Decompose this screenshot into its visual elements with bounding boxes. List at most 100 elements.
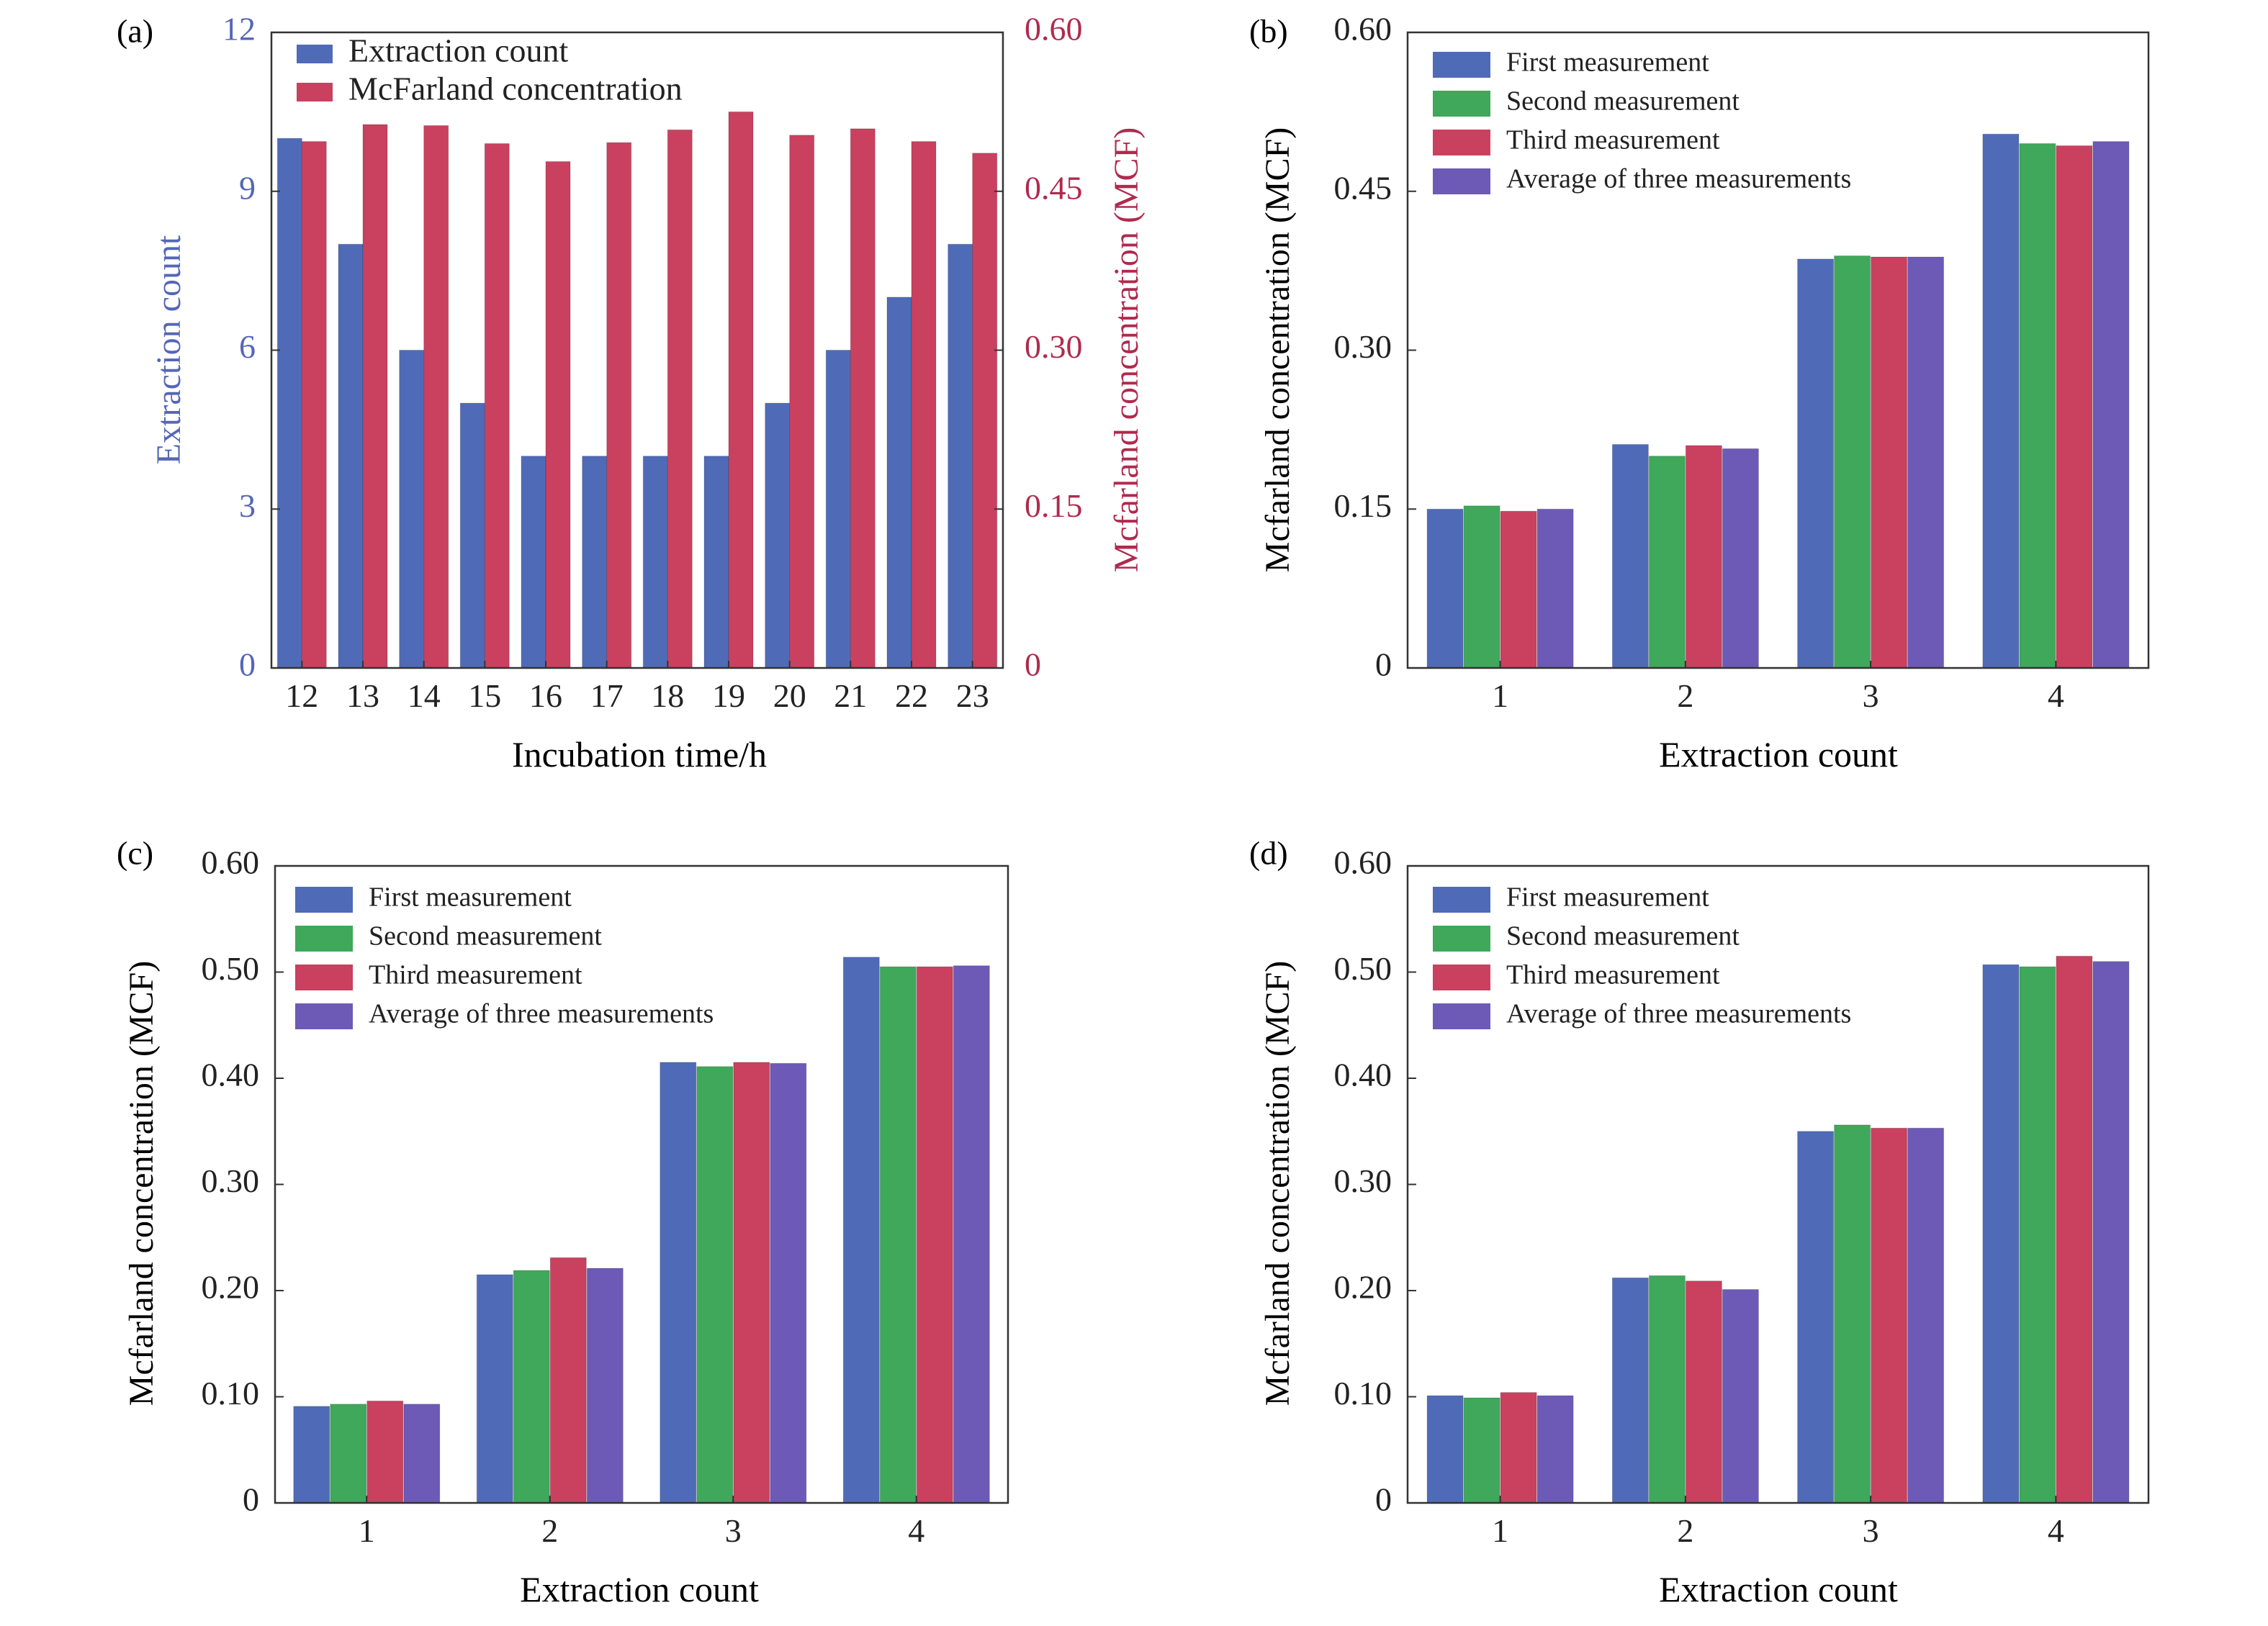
- legend-label: First measurement: [1506, 882, 1709, 913]
- bar: [582, 456, 608, 669]
- y-tick-label: 0.60: [202, 844, 260, 881]
- bar: [362, 124, 388, 669]
- y-tick-label: 9: [239, 169, 256, 206]
- legend-swatch: [1433, 926, 1490, 952]
- bar: [1907, 256, 1945, 669]
- legend-label: First measurement: [1506, 48, 1709, 78]
- x-tick-label: 12: [285, 677, 318, 714]
- y-tick-label: 0.30: [1334, 328, 1392, 365]
- y-tick-label-right: 0.60: [1025, 11, 1083, 48]
- y-tick-label: 0.30: [1334, 1162, 1392, 1199]
- bar: [476, 1274, 513, 1504]
- bar: [1463, 1397, 1500, 1504]
- bar: [586, 1268, 624, 1504]
- panel-a: (a) Extraction count Mcfarland concentra…: [117, 11, 1146, 774]
- bar: [1834, 256, 1871, 669]
- y-tick-label: 0.20: [202, 1269, 260, 1306]
- bar: [2019, 966, 2056, 1504]
- bar: [1500, 1392, 1537, 1504]
- y-axis-label: Extraction count: [150, 235, 188, 464]
- bar: [765, 402, 791, 669]
- bar: [1648, 456, 1686, 669]
- y-tick-label-right: 0.30: [1025, 328, 1083, 365]
- legend-swatch: [1433, 52, 1490, 78]
- y-tick-label: 6: [239, 328, 256, 365]
- legend-label: Second measurement: [1506, 86, 1740, 117]
- y-tick-label: 0: [239, 646, 256, 683]
- panel-label: (b): [1249, 13, 1288, 50]
- y-axis-label-right: Mcfarland concentration (MCF): [1107, 127, 1146, 572]
- bar: [728, 111, 754, 669]
- y-tick-label: 0.60: [1334, 844, 1392, 881]
- y-tick-label-right: 0.15: [1025, 487, 1083, 524]
- legend-swatch: [1433, 130, 1490, 155]
- bar: [1907, 1127, 1945, 1504]
- bar: [850, 128, 876, 669]
- bar: [953, 965, 990, 1504]
- x-tick-label: 18: [651, 677, 684, 714]
- legend-swatch: [295, 965, 353, 990]
- x-axis-label: Extraction count: [520, 1569, 759, 1609]
- y-tick-label: 0.10: [1334, 1375, 1392, 1412]
- bar: [366, 1400, 404, 1504]
- y-tick-label: 0.40: [1334, 1057, 1392, 1093]
- x-tick-label: 3: [1863, 677, 1879, 714]
- bar: [2092, 961, 2130, 1504]
- y-axis-label: Mcfarland concentration (MCF): [1259, 127, 1297, 572]
- bar: [1982, 964, 2020, 1504]
- y-tick-label: 0.50: [1334, 950, 1392, 987]
- bar: [660, 1062, 697, 1504]
- y-tick-label: 0: [1375, 646, 1392, 683]
- bar: [842, 957, 880, 1504]
- x-axis-label: Extraction count: [1659, 734, 1898, 774]
- bar: [1648, 1275, 1686, 1504]
- panel-b: (b) Mcfarland concentration (MCF) Extrac…: [1249, 11, 2150, 774]
- legend-swatch: [1433, 965, 1490, 990]
- bar: [606, 142, 632, 669]
- y-tick-label: 0.30: [202, 1162, 260, 1199]
- x-tick-label: 4: [2048, 677, 2064, 714]
- x-tick-label: 4: [2048, 1512, 2064, 1549]
- bar: [1797, 258, 1835, 669]
- bar: [696, 1066, 734, 1504]
- y-tick-label-right: 0: [1025, 646, 1041, 683]
- legend-label: Average of three measurements: [369, 999, 714, 1029]
- bar: [549, 1257, 587, 1504]
- x-tick-label: 15: [468, 677, 501, 714]
- x-tick-label: 19: [712, 677, 745, 714]
- bar: [916, 966, 953, 1504]
- bar: [330, 1404, 367, 1504]
- y-tick-label: 0.20: [1334, 1269, 1392, 1306]
- bar: [1685, 445, 1722, 669]
- bar: [545, 161, 571, 669]
- legend-swatch: [1433, 168, 1490, 194]
- legend-label: McFarland concentration: [348, 71, 683, 107]
- panel-label: (a): [117, 13, 153, 50]
- x-tick-label: 22: [895, 677, 928, 714]
- x-tick-label: 13: [346, 677, 379, 714]
- x-tick-label: 2: [1677, 677, 1693, 714]
- x-tick-label: 3: [1863, 1512, 1879, 1549]
- bar: [1871, 256, 1908, 669]
- bar: [459, 402, 485, 669]
- x-tick-label: 16: [529, 677, 562, 714]
- y-tick-label: 0.50: [202, 950, 260, 987]
- bar: [1611, 444, 1649, 669]
- bar: [403, 1404, 441, 1504]
- x-tick-label: 1: [1492, 677, 1508, 714]
- bar: [2056, 145, 2093, 669]
- bar: [338, 243, 364, 669]
- panel-c: (c) Mcfarland concentration (MCF) Extrac…: [117, 835, 1009, 1609]
- x-tick-label: 3: [725, 1512, 742, 1549]
- bar: [2092, 141, 2130, 669]
- y-tick-label: 0: [1375, 1481, 1392, 1518]
- bar: [1722, 448, 1759, 669]
- bar: [513, 1270, 550, 1504]
- bar: [1722, 1289, 1759, 1504]
- panel-d: (d) Mcfarland concentration (MCF) Extrac…: [1249, 835, 2150, 1609]
- bar: [521, 456, 546, 669]
- bar: [1500, 510, 1537, 669]
- bar: [642, 456, 668, 669]
- x-tick-label: 2: [1677, 1512, 1693, 1549]
- bar: [667, 129, 693, 669]
